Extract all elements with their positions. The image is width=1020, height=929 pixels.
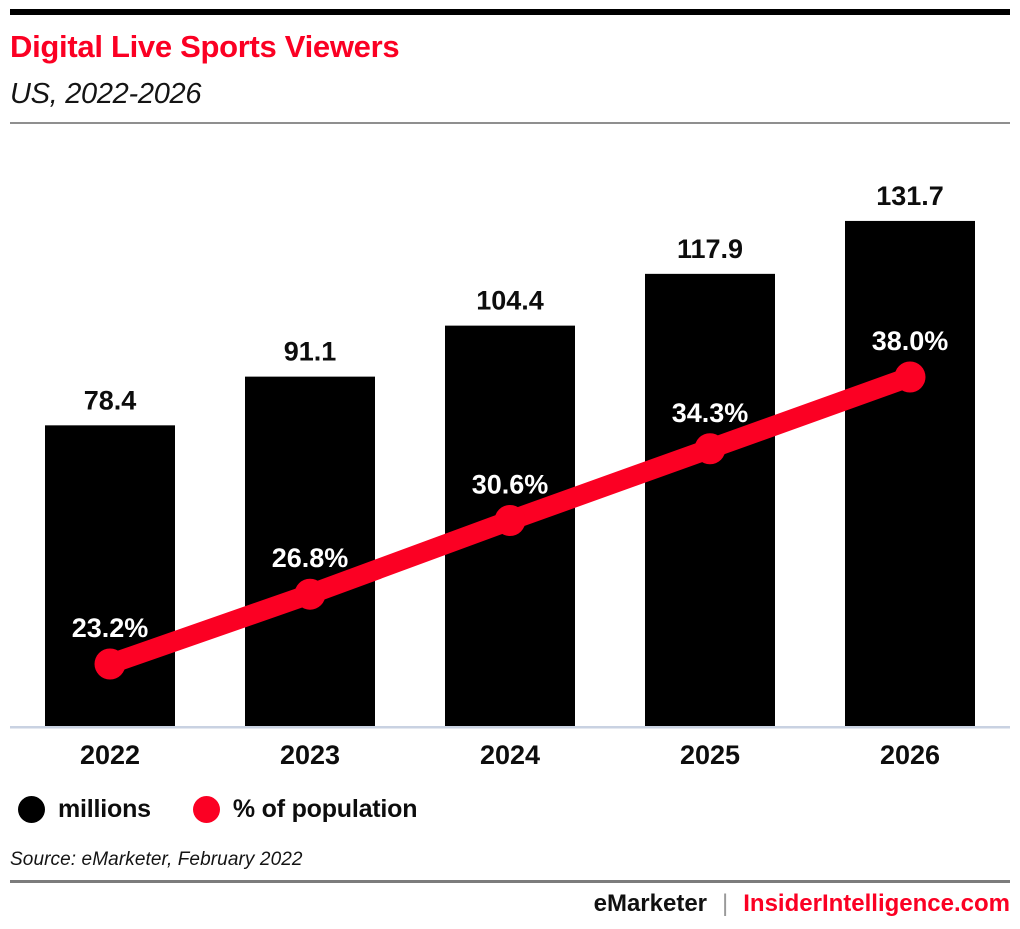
footer-separator: | bbox=[722, 890, 729, 917]
chart-title: Digital Live Sports Viewers bbox=[10, 29, 400, 64]
legend-item-pct-of-population: % of population bbox=[192, 794, 418, 824]
trend-dot-2022 bbox=[94, 648, 126, 680]
bar-value-label-2025: 117.9 bbox=[677, 234, 743, 264]
footer: eMarketer | InsiderIntelligence.com bbox=[10, 890, 1010, 918]
pct-label-2023: 26.8% bbox=[272, 543, 349, 573]
trend-dot-2026 bbox=[894, 361, 926, 393]
page: Digital Live Sports Viewers US, 2022-202… bbox=[0, 9, 1020, 918]
x-tick-label-2023: 2023 bbox=[280, 740, 340, 770]
bar-value-label-2026: 131.7 bbox=[876, 181, 944, 211]
x-tick-label-2022: 2022 bbox=[80, 740, 140, 770]
x-tick-label-2024: 2024 bbox=[480, 740, 540, 770]
source-note: Source: eMarketer, February 2022 bbox=[10, 849, 303, 870]
bar-2025 bbox=[645, 273, 775, 726]
legend-item-millions: millions bbox=[18, 795, 151, 824]
footer-site-link[interactable]: InsiderIntelligence.com bbox=[743, 890, 1010, 917]
chart-area: 2022 2023 2024 2025 2026 23.2% 26.8% 30.6% 34.3%… bbox=[10, 160, 1010, 777]
bar-value-label-2024: 104.4 bbox=[476, 286, 544, 316]
chart-subtitle: US, 2022-2026 bbox=[10, 78, 202, 110]
header-divider bbox=[10, 122, 1010, 124]
footer-divider bbox=[10, 880, 1010, 883]
pct-label-2025: 34.3% bbox=[672, 398, 749, 428]
combo-chart: 2022 2023 2024 2025 2026 23.2% 26.8% 30.6% 34.3%… bbox=[10, 181, 1010, 770]
pct-label-2026: 38.0% bbox=[872, 326, 949, 356]
top-divider bbox=[10, 9, 1010, 15]
pct-label-2022: 23.2% bbox=[72, 613, 149, 643]
legend: millions % of population bbox=[10, 794, 1010, 824]
x-tick-label-2025: 2025 bbox=[680, 740, 740, 770]
legend-label-millions: millions bbox=[58, 794, 151, 823]
legend-label-pct-of-population: % of population bbox=[232, 794, 418, 823]
footer-brand: eMarketer bbox=[593, 890, 708, 917]
bar-value-label-2023: 91.1 bbox=[284, 337, 337, 367]
millions-dot-icon bbox=[18, 795, 45, 823]
bar-value-label-2022: 78.4 bbox=[84, 385, 137, 415]
trend-dot-2023 bbox=[294, 578, 326, 610]
pct-of-population-dot-icon bbox=[192, 795, 220, 823]
trend-dot-2025 bbox=[694, 433, 726, 465]
bar-2023 bbox=[245, 376, 375, 726]
x-tick-label-2026: 2026 bbox=[880, 740, 940, 770]
trend-dot-2024 bbox=[494, 505, 526, 536]
x-axis-line bbox=[10, 726, 1010, 729]
bar-2026 bbox=[845, 220, 975, 727]
bar-2022 bbox=[45, 425, 175, 726]
pct-label-2024: 30.6% bbox=[472, 470, 549, 500]
